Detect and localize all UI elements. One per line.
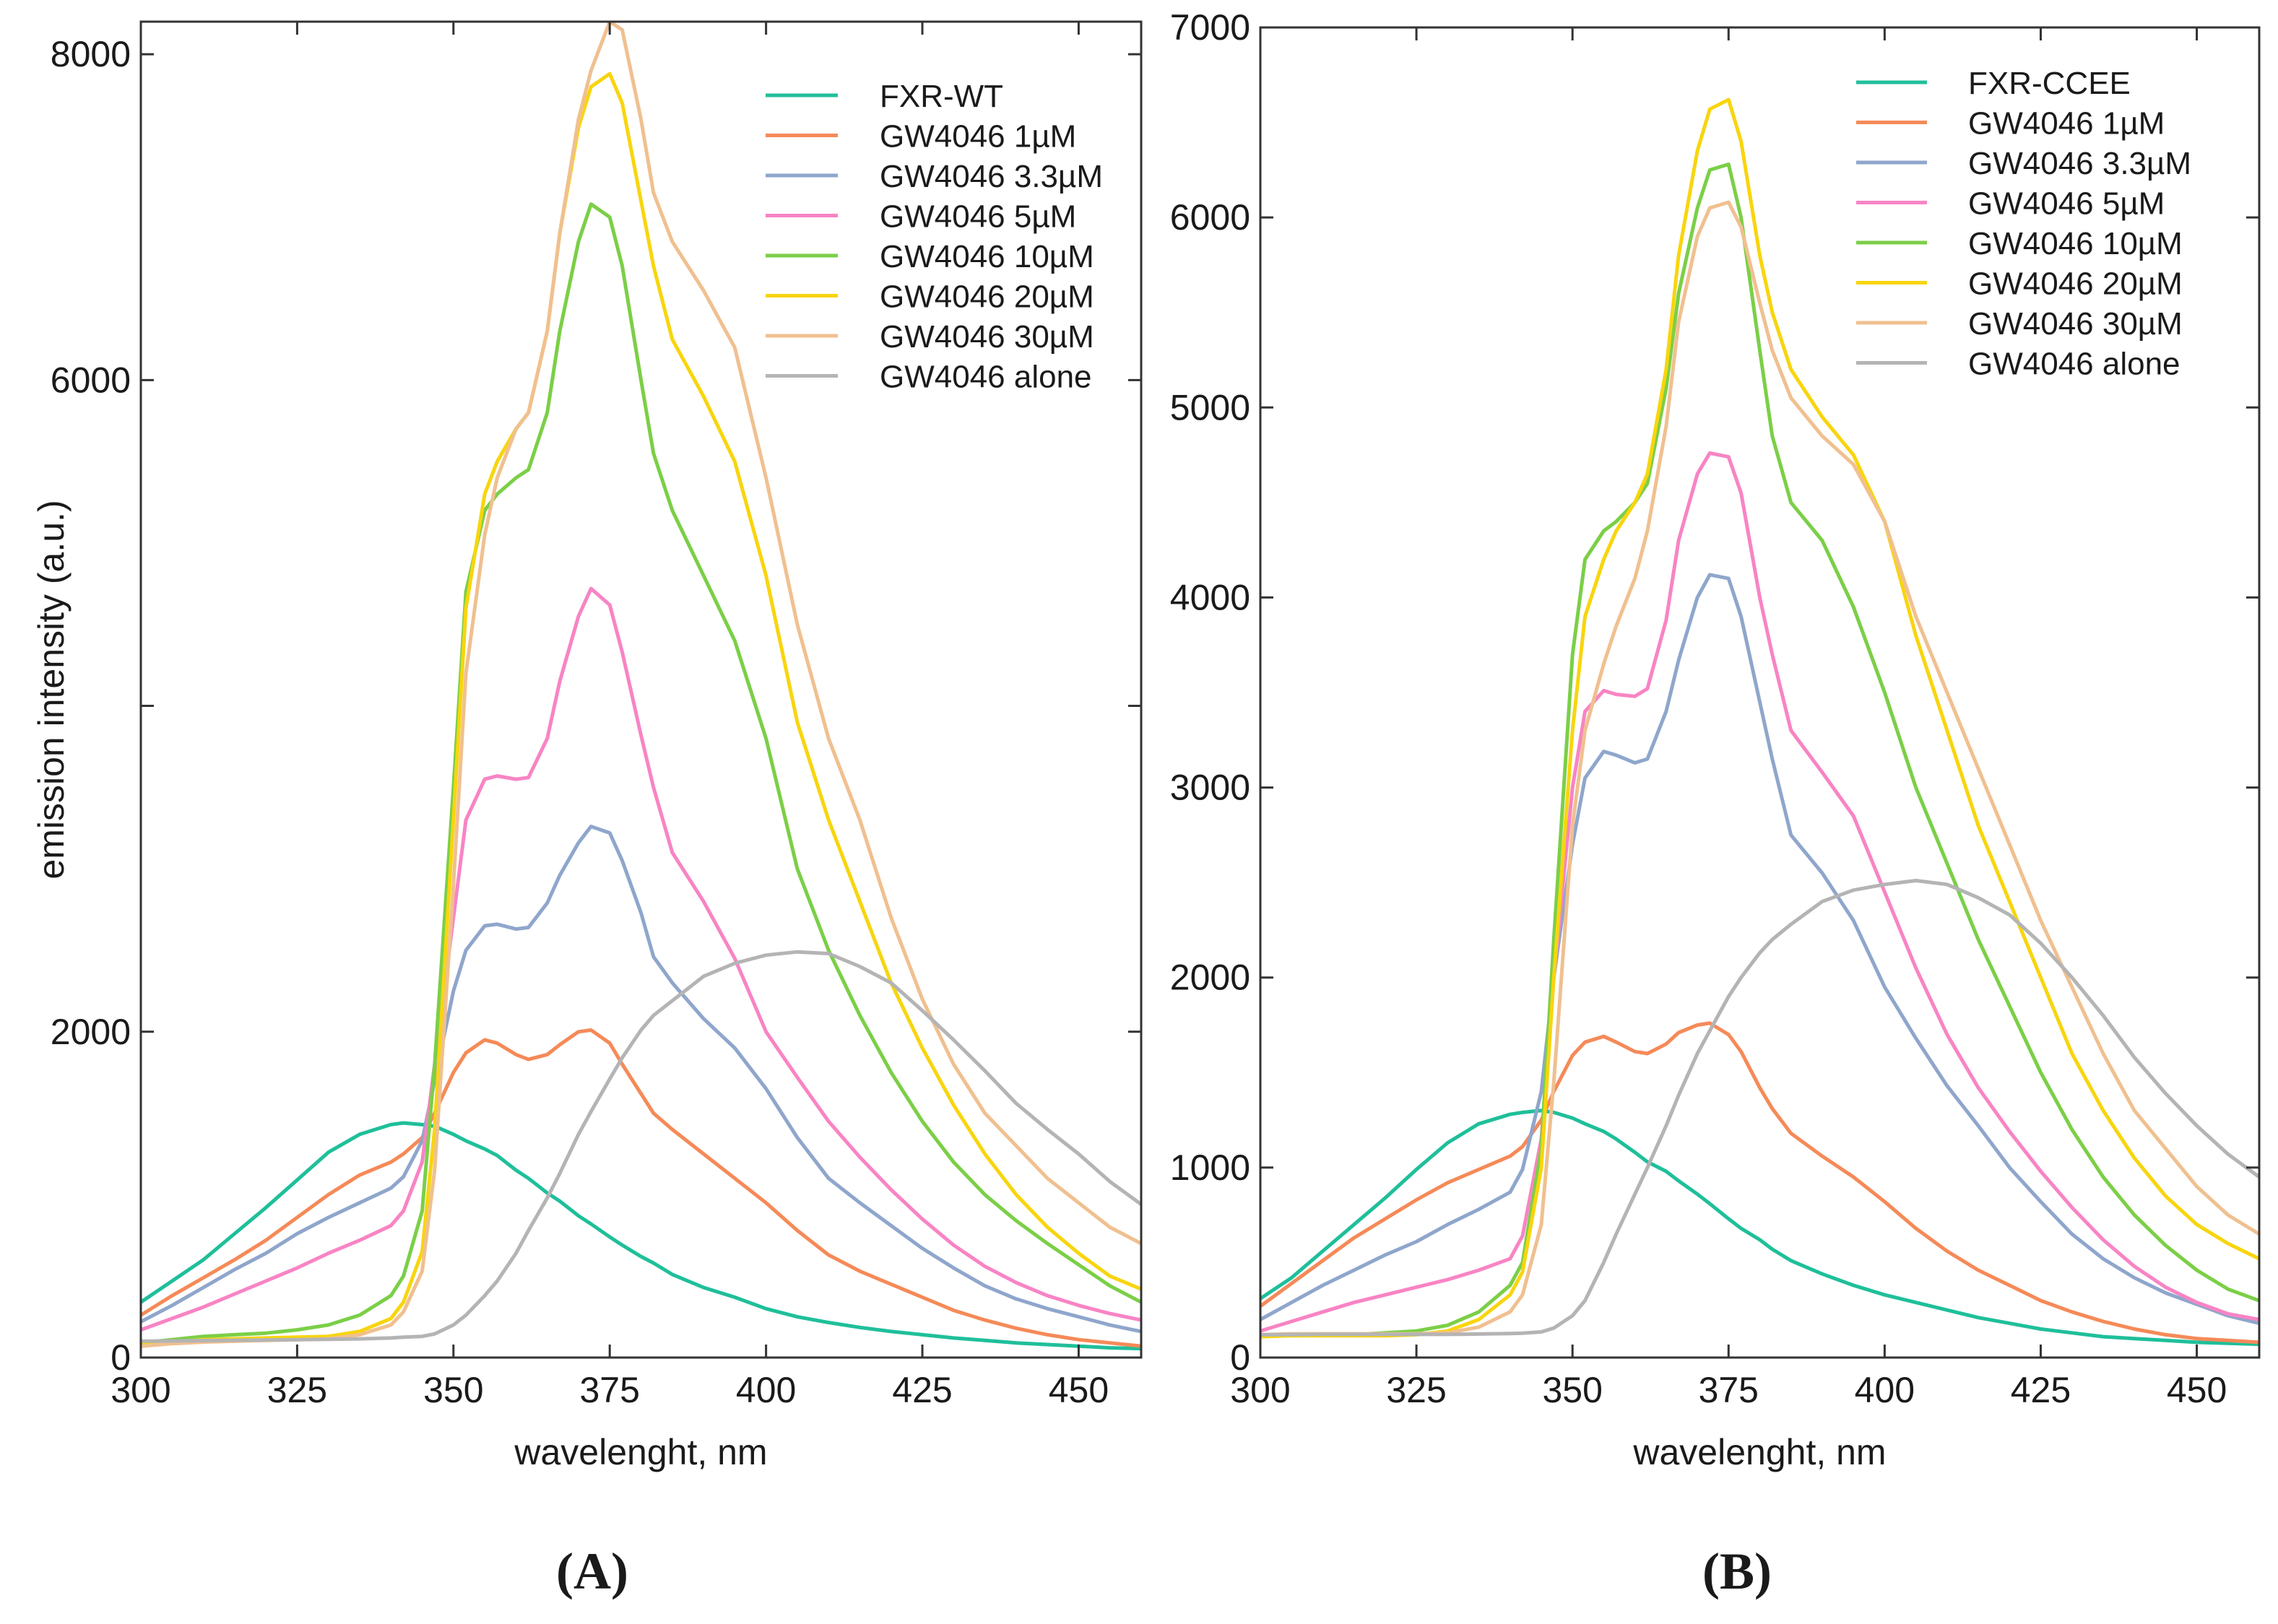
x-tick-label: 300 xyxy=(111,1370,170,1410)
legend-label-3: GW4046 5µM xyxy=(1968,186,2165,222)
x-tick-label: 425 xyxy=(2011,1370,2071,1410)
y-tick-label: 7000 xyxy=(1170,7,1250,48)
y-tick-label: 4000 xyxy=(1170,577,1250,617)
x-tick-label: 375 xyxy=(580,1370,640,1410)
y-tick-label: 2000 xyxy=(51,1012,131,1052)
y-tick-label: 6000 xyxy=(1170,197,1250,238)
legend: FXR-WT GW4046 1µM GW4046 3.3µM GW4046 5µM GW… xyxy=(766,79,1103,395)
y-tick-label: 3000 xyxy=(1170,768,1250,808)
series-line-4 xyxy=(1260,162,2259,1339)
x-tick-label: 300 xyxy=(1230,1370,1290,1410)
legend-label-1: GW4046 1µM xyxy=(1968,106,2165,142)
series-line-0 xyxy=(141,1121,1141,1351)
y-tick-label: 1000 xyxy=(1170,1147,1250,1188)
series-lines xyxy=(1260,97,2259,1347)
x-tick-label: 350 xyxy=(1542,1370,1602,1410)
series-line-7 xyxy=(141,950,1141,1343)
x-tick-label: 400 xyxy=(736,1370,796,1410)
legend-label-0: FXR-WT xyxy=(880,79,1003,114)
panel-b-chart: 300 325 350 375 400 425 450 0 1000 2000 3000 4000 50… xyxy=(1170,7,2261,1472)
legend: FXR-CCEE GW4046 1µM GW4046 3.3µM GW4046 5µM… xyxy=(1856,66,2191,382)
y-tick-label: 6000 xyxy=(51,360,131,400)
legend-label-6: GW4046 30µM xyxy=(1968,306,2183,342)
legend-label-6: GW4046 30µM xyxy=(880,319,1094,355)
x-axis-label: wavelenght, nm xyxy=(1632,1432,1886,1472)
legend-label-2: GW4046 3.3µM xyxy=(1968,146,2191,181)
series-line-6 xyxy=(1260,200,2259,1337)
series-line-4 xyxy=(141,202,1141,1345)
y-tick-label: 5000 xyxy=(1170,387,1250,427)
x-tick-label: 325 xyxy=(267,1370,327,1410)
x-tick-label: 375 xyxy=(1699,1370,1759,1410)
series-line-5 xyxy=(141,71,1141,1347)
panel-a-chart: 300 325 350 375 400 425 450 0 2000 6000 8000 wavele… xyxy=(31,20,1143,1472)
series-line-3 xyxy=(141,586,1141,1332)
series-line-6 xyxy=(141,22,1141,1348)
x-tick-label: 450 xyxy=(2167,1370,2227,1410)
legend-label-4: GW4046 10µM xyxy=(880,239,1094,274)
legend-label-4: GW4046 10µM xyxy=(1968,226,2183,261)
series-line-3 xyxy=(1260,451,2259,1333)
panel-a-label: (A) xyxy=(556,1542,628,1600)
plot-frame xyxy=(139,20,1143,1359)
series-lines xyxy=(141,22,1141,1351)
y-tick-label: 0 xyxy=(111,1337,131,1378)
y-tick-label: 2000 xyxy=(1170,958,1250,998)
series-line-1 xyxy=(141,1028,1141,1348)
series-line-0 xyxy=(1260,1108,2259,1347)
legend-label-5: GW4046 20µM xyxy=(1968,266,2183,302)
panel-b-label: (B) xyxy=(1702,1542,1772,1600)
series-line-1 xyxy=(1260,1021,2259,1345)
plot-frame xyxy=(1259,26,2261,1359)
legend-label-7: GW4046 alone xyxy=(880,360,1092,395)
legend-label-7: GW4046 alone xyxy=(1968,347,2180,382)
legend-label-1: GW4046 1µM xyxy=(880,119,1076,155)
series-line-2 xyxy=(141,825,1141,1334)
legend-label-3: GW4046 5µM xyxy=(880,199,1076,235)
x-axis-label: wavelenght, nm xyxy=(514,1432,767,1472)
y-axis-label: emission intensity (a.u.) xyxy=(31,500,72,879)
series-line-2 xyxy=(1260,573,2259,1326)
x-tick-label: 425 xyxy=(892,1370,952,1410)
x-tick-label: 350 xyxy=(423,1370,483,1410)
x-tick-label: 325 xyxy=(1386,1370,1446,1410)
series-line-5 xyxy=(1260,97,2259,1339)
y-tick-label: 8000 xyxy=(51,34,131,74)
y-tick-label: 0 xyxy=(1230,1337,1250,1378)
x-tick-label: 400 xyxy=(1855,1370,1915,1410)
legend-label-2: GW4046 3.3µM xyxy=(880,159,1103,194)
legend-label-5: GW4046 20µM xyxy=(880,279,1094,315)
legend-label-0: FXR-CCEE xyxy=(1968,66,2131,101)
series-line-7 xyxy=(1260,879,2259,1337)
x-tick-label: 450 xyxy=(1049,1370,1109,1410)
